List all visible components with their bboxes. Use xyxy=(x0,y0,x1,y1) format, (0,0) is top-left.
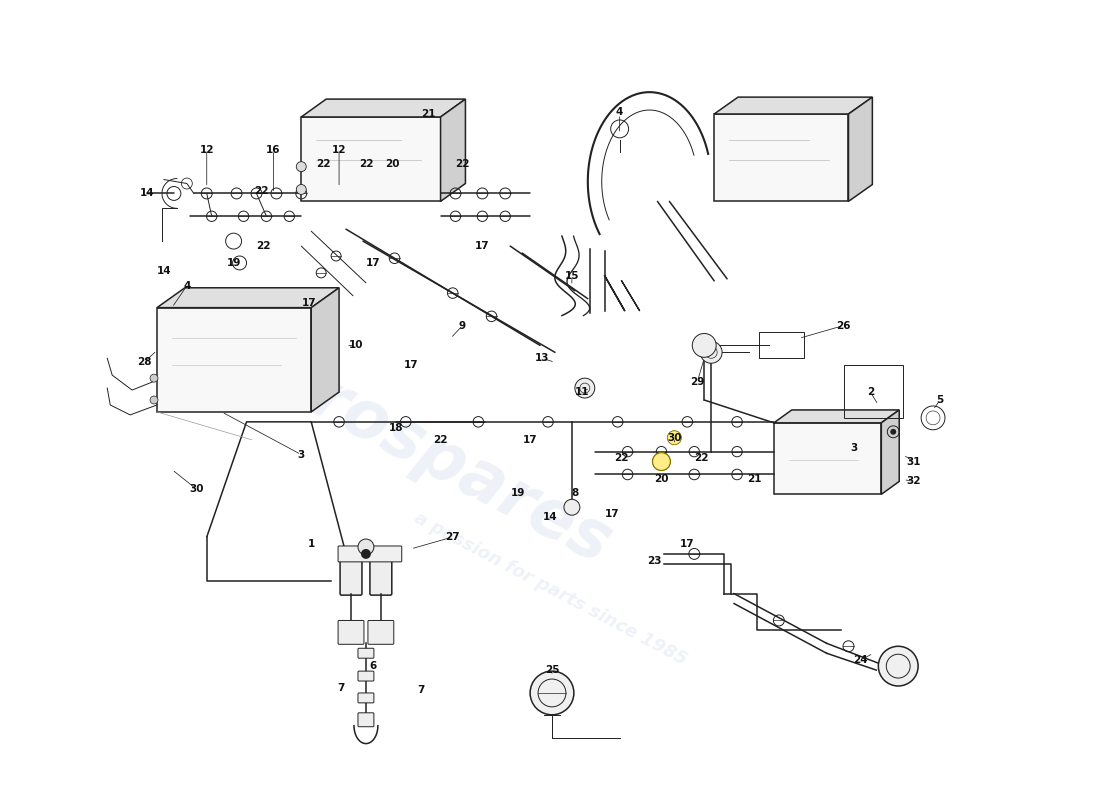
Circle shape xyxy=(652,453,670,470)
Text: 14: 14 xyxy=(156,266,172,276)
Text: 5: 5 xyxy=(936,395,944,405)
Text: 1: 1 xyxy=(308,539,315,549)
FancyBboxPatch shape xyxy=(338,546,402,562)
Text: 6: 6 xyxy=(370,661,376,671)
Text: 29: 29 xyxy=(690,377,704,387)
Circle shape xyxy=(575,378,595,398)
Text: 4: 4 xyxy=(184,281,190,290)
Text: 12: 12 xyxy=(332,145,346,154)
Polygon shape xyxy=(311,288,339,412)
Text: 21: 21 xyxy=(747,474,761,485)
Circle shape xyxy=(564,499,580,515)
Polygon shape xyxy=(714,114,848,202)
Text: 22: 22 xyxy=(256,241,271,251)
Text: 23: 23 xyxy=(647,556,662,566)
Circle shape xyxy=(668,430,681,445)
FancyBboxPatch shape xyxy=(358,671,374,681)
FancyBboxPatch shape xyxy=(358,713,374,726)
Polygon shape xyxy=(301,99,465,117)
Text: 22: 22 xyxy=(316,158,330,169)
Text: 14: 14 xyxy=(140,189,154,198)
Text: 26: 26 xyxy=(836,321,850,330)
Text: 19: 19 xyxy=(227,258,241,268)
Text: 25: 25 xyxy=(544,665,559,675)
Text: 30: 30 xyxy=(667,433,682,442)
Polygon shape xyxy=(714,97,872,114)
Circle shape xyxy=(361,549,371,559)
Circle shape xyxy=(692,334,716,358)
Polygon shape xyxy=(157,288,339,308)
Text: 3: 3 xyxy=(850,442,857,453)
Circle shape xyxy=(296,162,306,171)
FancyBboxPatch shape xyxy=(370,558,392,595)
Text: 12: 12 xyxy=(199,145,214,154)
Text: 17: 17 xyxy=(404,360,418,370)
Text: 11: 11 xyxy=(574,387,590,397)
Text: 22: 22 xyxy=(694,453,708,462)
Text: 17: 17 xyxy=(475,241,490,251)
Text: 17: 17 xyxy=(680,539,694,549)
Text: 31: 31 xyxy=(906,457,921,466)
Circle shape xyxy=(652,453,670,470)
Text: 15: 15 xyxy=(564,271,579,281)
Text: 17: 17 xyxy=(365,258,381,268)
Text: 13: 13 xyxy=(535,354,549,363)
Text: 10: 10 xyxy=(349,340,363,350)
Text: 9: 9 xyxy=(459,321,466,330)
Circle shape xyxy=(668,430,681,445)
Text: 17: 17 xyxy=(301,298,317,308)
Polygon shape xyxy=(301,117,441,202)
Text: 32: 32 xyxy=(906,477,921,486)
Text: 30: 30 xyxy=(189,484,204,494)
Text: 7: 7 xyxy=(417,685,425,695)
Text: 22: 22 xyxy=(254,186,268,197)
Circle shape xyxy=(150,396,158,404)
Text: 8: 8 xyxy=(571,488,579,498)
Text: 7: 7 xyxy=(338,683,344,693)
Text: 22: 22 xyxy=(615,453,629,462)
Text: 21: 21 xyxy=(421,109,436,119)
Text: 3: 3 xyxy=(298,450,305,460)
Polygon shape xyxy=(441,99,465,202)
FancyBboxPatch shape xyxy=(358,648,374,658)
Circle shape xyxy=(890,429,896,434)
Text: 18: 18 xyxy=(388,423,403,433)
Text: 20: 20 xyxy=(654,474,669,485)
Text: 20: 20 xyxy=(385,158,400,169)
Polygon shape xyxy=(157,308,311,412)
Polygon shape xyxy=(848,97,872,202)
Text: a passion for parts since 1985: a passion for parts since 1985 xyxy=(410,509,690,669)
Circle shape xyxy=(296,185,306,194)
Polygon shape xyxy=(774,410,899,423)
Text: 22: 22 xyxy=(455,158,470,169)
FancyBboxPatch shape xyxy=(342,547,360,560)
Circle shape xyxy=(530,671,574,714)
FancyBboxPatch shape xyxy=(372,547,389,560)
FancyBboxPatch shape xyxy=(367,621,394,644)
Text: eurospares: eurospares xyxy=(219,322,623,578)
Text: 17: 17 xyxy=(604,510,619,519)
FancyBboxPatch shape xyxy=(338,621,364,644)
FancyBboxPatch shape xyxy=(340,558,362,595)
Text: 22: 22 xyxy=(433,434,448,445)
Circle shape xyxy=(150,374,158,382)
Circle shape xyxy=(701,342,722,363)
Circle shape xyxy=(878,646,918,686)
Text: 17: 17 xyxy=(522,434,538,445)
Polygon shape xyxy=(774,423,881,494)
Polygon shape xyxy=(881,410,899,494)
Text: 2: 2 xyxy=(867,387,875,397)
Text: 4: 4 xyxy=(616,107,624,117)
Text: 16: 16 xyxy=(266,145,280,154)
Text: 24: 24 xyxy=(854,655,868,665)
Text: 14: 14 xyxy=(542,512,558,522)
Text: 28: 28 xyxy=(136,358,152,367)
Text: 19: 19 xyxy=(512,488,526,498)
FancyBboxPatch shape xyxy=(358,693,374,703)
Circle shape xyxy=(358,539,374,555)
Text: 22: 22 xyxy=(359,158,373,169)
Text: 27: 27 xyxy=(446,532,460,542)
